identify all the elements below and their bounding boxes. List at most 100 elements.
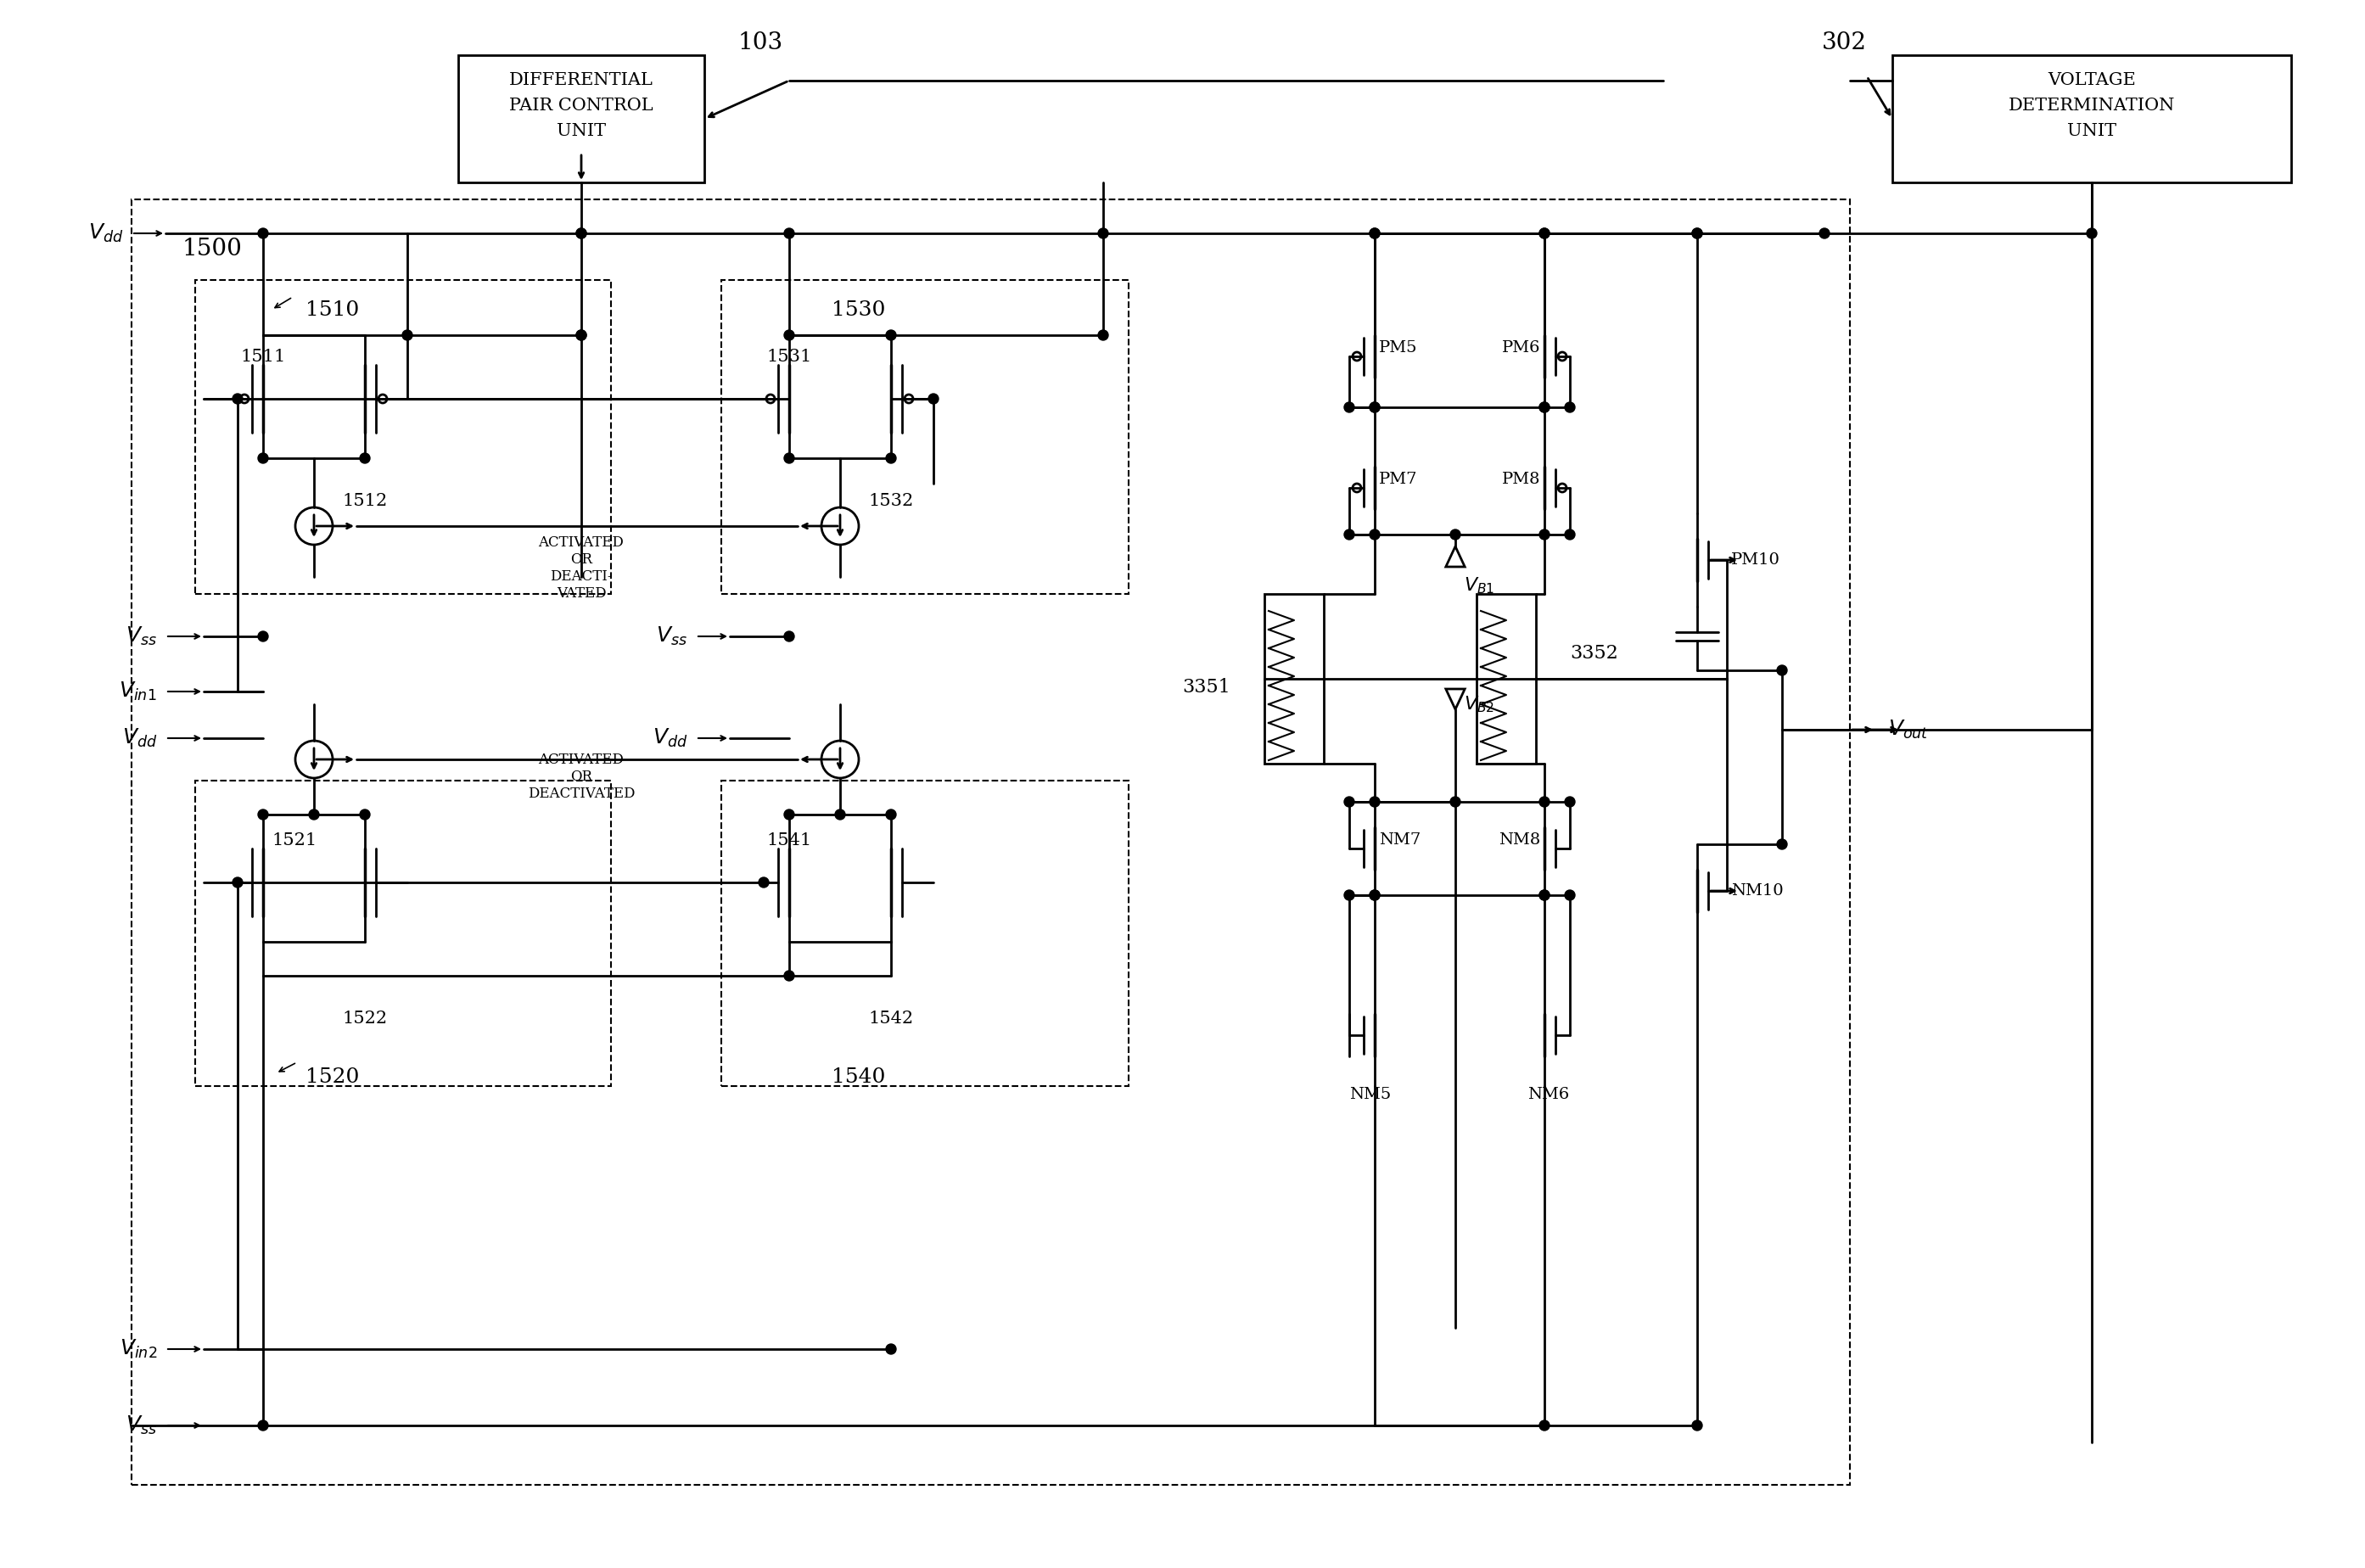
- Circle shape: [577, 229, 587, 238]
- Circle shape: [1540, 797, 1549, 808]
- Circle shape: [887, 809, 896, 820]
- Circle shape: [1540, 891, 1549, 900]
- Circle shape: [1566, 891, 1575, 900]
- Text: UNIT: UNIT: [556, 124, 605, 140]
- Text: $V_{dd}$: $V_{dd}$: [88, 223, 123, 245]
- Text: 1521: 1521: [272, 833, 317, 848]
- Circle shape: [1369, 401, 1379, 412]
- Bar: [1892, 55, 2292, 182]
- Text: DETERMINATION: DETERMINATION: [2008, 97, 2176, 114]
- Circle shape: [1369, 229, 1379, 238]
- Bar: [459, 55, 705, 182]
- Text: OR: OR: [570, 770, 591, 784]
- Text: NM8: NM8: [1499, 833, 1540, 848]
- Bar: [132, 199, 1849, 1485]
- Text: NM5: NM5: [1350, 1087, 1391, 1102]
- Text: NM6: NM6: [1528, 1087, 1570, 1102]
- Circle shape: [1540, 530, 1549, 539]
- Circle shape: [577, 329, 587, 340]
- Circle shape: [835, 809, 844, 820]
- Text: VOLTAGE: VOLTAGE: [2048, 72, 2136, 89]
- Text: PAIR CONTROL: PAIR CONTROL: [508, 97, 653, 114]
- Text: 1532: 1532: [868, 492, 913, 508]
- Circle shape: [258, 632, 267, 641]
- Text: 1520: 1520: [305, 1068, 359, 1087]
- Circle shape: [577, 229, 587, 238]
- Text: 1500: 1500: [182, 238, 244, 260]
- Circle shape: [1566, 530, 1575, 539]
- Circle shape: [1540, 229, 1549, 238]
- Text: UNIT: UNIT: [2067, 124, 2117, 140]
- Text: $V_{out}$: $V_{out}$: [1887, 718, 1930, 740]
- Text: 3351: 3351: [1182, 677, 1230, 696]
- Circle shape: [1343, 797, 1355, 808]
- Text: 1512: 1512: [343, 492, 388, 508]
- Text: 103: 103: [738, 31, 783, 53]
- Circle shape: [258, 453, 267, 463]
- Circle shape: [1566, 797, 1575, 808]
- Circle shape: [887, 453, 896, 463]
- Text: ACTIVATED: ACTIVATED: [539, 753, 624, 767]
- Text: 1510: 1510: [305, 299, 359, 320]
- Text: $V_{B2}$: $V_{B2}$: [1464, 695, 1495, 715]
- Text: 1530: 1530: [832, 299, 885, 320]
- Text: PM8: PM8: [1502, 472, 1540, 488]
- Circle shape: [1369, 401, 1379, 412]
- Text: VATED: VATED: [556, 586, 605, 601]
- Text: $V_{dd}$: $V_{dd}$: [653, 728, 688, 750]
- Bar: [1476, 594, 1535, 764]
- Circle shape: [1369, 891, 1379, 900]
- Circle shape: [258, 809, 267, 820]
- Text: PM10: PM10: [1731, 552, 1781, 568]
- Text: OR: OR: [570, 554, 591, 568]
- Circle shape: [1776, 839, 1788, 850]
- Text: NM10: NM10: [1731, 883, 1783, 898]
- Text: 1541: 1541: [766, 833, 811, 848]
- Text: 1522: 1522: [343, 1010, 388, 1025]
- Circle shape: [929, 394, 939, 405]
- Circle shape: [785, 809, 795, 820]
- Circle shape: [258, 1421, 267, 1430]
- Circle shape: [1369, 891, 1379, 900]
- Bar: [196, 281, 610, 594]
- Circle shape: [1450, 797, 1462, 808]
- Circle shape: [402, 329, 412, 340]
- Circle shape: [1369, 797, 1379, 808]
- Circle shape: [1540, 401, 1549, 412]
- Circle shape: [232, 394, 244, 405]
- Text: ACTIVATED: ACTIVATED: [539, 536, 624, 550]
- Text: $V_{B1}$: $V_{B1}$: [1464, 575, 1495, 596]
- Circle shape: [1540, 229, 1549, 238]
- Circle shape: [1540, 401, 1549, 412]
- Circle shape: [785, 971, 795, 982]
- Circle shape: [1369, 530, 1379, 539]
- Circle shape: [1369, 229, 1379, 238]
- Text: 1511: 1511: [241, 348, 286, 364]
- Circle shape: [1691, 229, 1703, 238]
- Text: $V_{in1}$: $V_{in1}$: [118, 681, 156, 702]
- Circle shape: [785, 632, 795, 641]
- Text: PM5: PM5: [1379, 340, 1417, 356]
- Circle shape: [1540, 891, 1549, 900]
- Text: 302: 302: [1821, 31, 1866, 53]
- Circle shape: [1343, 401, 1355, 412]
- Circle shape: [1691, 1421, 1703, 1430]
- Circle shape: [785, 329, 795, 340]
- Circle shape: [232, 878, 244, 887]
- Text: $V_{ss}$: $V_{ss}$: [655, 626, 688, 648]
- Circle shape: [1691, 229, 1703, 238]
- Circle shape: [1343, 891, 1355, 900]
- Text: 1542: 1542: [868, 1010, 913, 1025]
- Circle shape: [1776, 665, 1788, 676]
- Circle shape: [887, 1344, 896, 1355]
- Text: NM7: NM7: [1379, 833, 1421, 848]
- Circle shape: [1343, 530, 1355, 539]
- Circle shape: [310, 809, 319, 820]
- Circle shape: [577, 329, 587, 340]
- Circle shape: [1540, 1421, 1549, 1430]
- Circle shape: [2086, 229, 2098, 238]
- Text: 1540: 1540: [832, 1068, 885, 1087]
- Bar: [721, 281, 1128, 594]
- Circle shape: [359, 453, 369, 463]
- Circle shape: [759, 878, 769, 887]
